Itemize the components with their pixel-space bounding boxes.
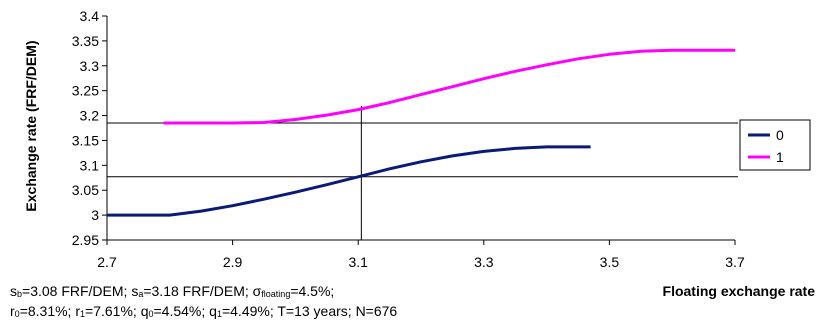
parameters-line-1: sb=3.08 FRF/DEM; sa=3.18 FRF/DEM; σfloat… bbox=[10, 283, 334, 299]
x-tick-label: 3.5 bbox=[600, 254, 620, 270]
legend-label-0: 0 bbox=[776, 127, 784, 143]
x-axis-ticks: 2.7 2.9 3.1 3.3 3.5 3.7 bbox=[97, 240, 745, 270]
q1-symbol: q bbox=[209, 303, 217, 319]
r1-symbol: r bbox=[75, 303, 81, 319]
q0-symbol: q bbox=[140, 303, 149, 319]
y-tick-label: 3.05 bbox=[72, 182, 99, 198]
sigma-subscript: floating bbox=[261, 289, 291, 299]
y-tick-label: 3.35 bbox=[72, 33, 99, 49]
q1-value: =4.49%; T=13 years; N=676 bbox=[221, 303, 398, 319]
x-tick-label: 3.1 bbox=[348, 254, 368, 270]
r1-value: =7.61%; bbox=[85, 303, 141, 319]
y-axis-ticks: 2.95 3 3.05 3.1 3.15 3.2 3.25 3.3 3.35 3.4 bbox=[72, 8, 107, 248]
series-line-1 bbox=[163, 48, 735, 125]
series-line-0 bbox=[107, 145, 591, 217]
x-tick-label: 2.9 bbox=[223, 254, 243, 270]
legend-box bbox=[739, 119, 811, 171]
sigma-value: =4.5%; bbox=[290, 283, 335, 299]
y-axis-title: Exchange rate (FRF/DEM) bbox=[23, 40, 39, 211]
y-tick-label: 3.1 bbox=[80, 157, 100, 173]
sa-value: =3.18 FRF/DEM; bbox=[143, 283, 253, 299]
sb-symbol: s bbox=[10, 283, 17, 299]
y-tick-label: 3.25 bbox=[72, 83, 99, 99]
x-tick-label: 2.7 bbox=[97, 254, 117, 270]
q0-subscript: 0 bbox=[148, 309, 154, 319]
y-tick-label: 2.95 bbox=[72, 232, 99, 248]
y-tick-label: 3.4 bbox=[80, 8, 100, 24]
x-tick-label: 3.7 bbox=[725, 254, 745, 270]
y-tick-label: 3.2 bbox=[80, 108, 100, 124]
legend-label-1: 1 bbox=[776, 149, 784, 165]
q1-subscript: 1 bbox=[216, 309, 222, 319]
r1-subscript: 1 bbox=[80, 309, 86, 319]
y-tick-label: 3 bbox=[91, 207, 99, 223]
r0-subscript: 0 bbox=[14, 309, 20, 319]
y-tick-label: 3.15 bbox=[72, 132, 99, 148]
y-tick-label: 3.3 bbox=[80, 58, 100, 74]
sigma-symbol: σ bbox=[252, 283, 262, 299]
sb-subscript: b bbox=[17, 289, 23, 299]
sa-symbol: s bbox=[131, 283, 139, 299]
sa-subscript: a bbox=[138, 289, 144, 299]
x-axis-title: Floating exchange rate bbox=[663, 283, 816, 299]
parameters-line-2: r0=8.31%; r1=7.61%; q0=4.54%; q1=4.49%; … bbox=[10, 303, 397, 319]
legend: 01 bbox=[739, 119, 811, 171]
sb-value: =3.08 FRF/DEM; bbox=[22, 283, 132, 299]
r0-symbol: r bbox=[10, 303, 15, 319]
x-tick-label: 3.3 bbox=[474, 254, 494, 270]
plot-area bbox=[106, 16, 738, 241]
r0-value: =8.31%; bbox=[19, 303, 76, 319]
q0-value: =4.54%; bbox=[153, 303, 210, 319]
